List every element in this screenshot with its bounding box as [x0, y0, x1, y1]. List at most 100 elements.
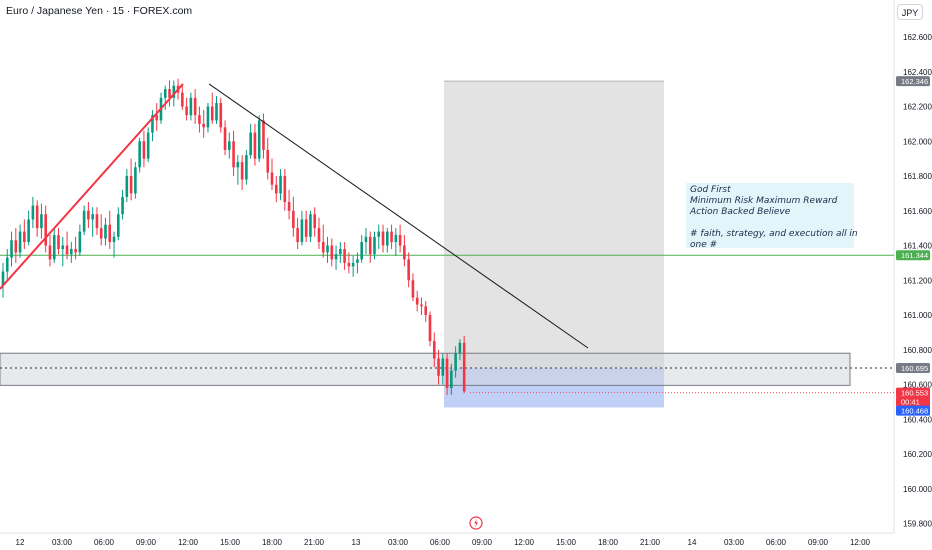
candle: [317, 217, 321, 249]
candle: [257, 115, 261, 163]
candle: [27, 210, 30, 246]
candle: [18, 224, 22, 258]
candle-body: [377, 231, 381, 237]
x-tick-label: 09:00: [808, 538, 829, 547]
candle-body: [309, 214, 312, 237]
candle-body: [381, 231, 385, 246]
candle-body: [403, 245, 406, 260]
time-axis[interactable]: 12 03:00 06:00 09:00 12:00 15:00 18:00 21:00 13 0…: [16, 538, 871, 547]
tradingview-logo-icon[interactable]: [469, 516, 483, 530]
candle-body: [95, 214, 99, 229]
take-profit-zone[interactable]: [444, 81, 664, 368]
candle-body: [223, 127, 227, 150]
downtrend-line[interactable]: [208, 83, 589, 349]
candle: [390, 224, 393, 249]
candle-body: [91, 214, 94, 220]
candle-body: [249, 132, 252, 156]
candle: [5, 248, 9, 281]
candle-body: [138, 141, 141, 168]
price-label-text: 161.344: [901, 251, 928, 260]
text-note[interactable]: God First Minimum Risk Maximum Reward Ac…: [686, 183, 858, 250]
candle-body: [155, 115, 159, 121]
candle-body: [10, 240, 13, 258]
candle: [104, 217, 107, 246]
price-label: 00:41: [896, 396, 930, 407]
candle: [364, 228, 368, 255]
candle: [266, 137, 270, 180]
candle: [292, 196, 295, 237]
candle-body: [35, 205, 39, 229]
demand-zone[interactable]: [0, 352, 851, 386]
candle-body: [44, 214, 47, 246]
candle: [304, 210, 308, 243]
candle-body: [364, 236, 368, 243]
candle: [351, 255, 355, 277]
candle-body: [1, 271, 5, 286]
candle: [240, 155, 244, 190]
candle: [236, 155, 240, 185]
candle-body: [129, 176, 133, 194]
candle-body: [108, 224, 112, 243]
candle-body: [23, 231, 26, 243]
candle: [189, 92, 193, 121]
candle: [321, 224, 325, 258]
candle-body: [300, 219, 304, 243]
y-tick-label: 159.800: [903, 520, 932, 529]
candle-body: [292, 210, 295, 229]
candle: [424, 301, 428, 322]
candle-body: [61, 245, 65, 249]
candle-body: [339, 248, 342, 255]
y-tick-label: 162.400: [903, 68, 932, 77]
x-tick-label: 18:00: [598, 538, 619, 547]
candle-body: [262, 120, 265, 150]
candle: [151, 109, 154, 142]
candle-body: [163, 89, 167, 98]
candle: [454, 346, 457, 378]
candle: [407, 252, 410, 288]
x-tick-label: 12:00: [514, 538, 535, 547]
candle-body: [181, 92, 184, 107]
candle-body: [398, 235, 402, 246]
candle: [309, 210, 312, 243]
symbol-title[interactable]: Euro / Japanese Yen · 15 · FOREX.com: [6, 5, 193, 17]
currency-badge[interactable]: JPY: [897, 4, 923, 20]
candle: [458, 339, 462, 361]
price-label-bg: [896, 405, 930, 416]
candle-body: [142, 141, 146, 159]
candle-body: [202, 123, 205, 128]
candle: [52, 228, 56, 263]
candle: [87, 202, 90, 229]
y-tick-label: 161.600: [903, 207, 932, 216]
candle: [334, 245, 338, 270]
candle: [65, 231, 69, 260]
candle: [61, 236, 65, 267]
candle-body: [394, 235, 398, 243]
candle-body: [232, 141, 235, 168]
candle-body: [441, 358, 445, 376]
candle: [168, 80, 171, 107]
candle-body: [428, 315, 432, 342]
candle: [262, 113, 265, 159]
candle: [279, 169, 282, 201]
candle: [411, 273, 415, 302]
candle-body: [411, 280, 415, 298]
candle-body: [210, 106, 214, 121]
candle: [232, 130, 235, 176]
candle: [129, 158, 133, 201]
candle-body: [317, 228, 321, 243]
candle-body: [27, 219, 30, 243]
note-line: # faith, strategy, and execution all in: [690, 229, 858, 239]
price-axis[interactable]: 162.600 162.400 162.200 162.000 161.800 161.6…: [903, 33, 932, 529]
candle-body: [245, 155, 248, 180]
candle: [202, 109, 205, 138]
candle: [270, 158, 274, 190]
y-tick-label: 161.400: [903, 242, 932, 251]
candle: [428, 311, 432, 347]
y-tick-label: 160.600: [903, 381, 932, 390]
price-label: 160.468: [896, 405, 930, 416]
uptrend-line[interactable]: [0, 83, 184, 290]
candle-body: [390, 231, 393, 243]
candle: [99, 214, 103, 246]
note-line: Action Backed Believe: [690, 207, 791, 217]
